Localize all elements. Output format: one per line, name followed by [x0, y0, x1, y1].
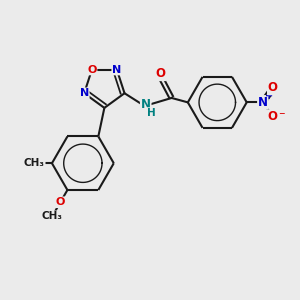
Text: O: O [268, 110, 278, 123]
Text: N: N [80, 88, 89, 98]
Text: N: N [258, 96, 268, 109]
Text: CH₃: CH₃ [24, 158, 45, 168]
Text: O: O [87, 64, 97, 74]
Text: N: N [141, 98, 151, 111]
Text: O: O [268, 82, 278, 94]
Text: N: N [112, 64, 122, 74]
Text: O: O [155, 67, 165, 80]
Text: CH₃: CH₃ [42, 211, 63, 221]
Text: O: O [56, 197, 65, 207]
Text: H: H [147, 108, 155, 118]
Text: +: + [265, 91, 274, 101]
Text: ⁻: ⁻ [278, 110, 284, 123]
